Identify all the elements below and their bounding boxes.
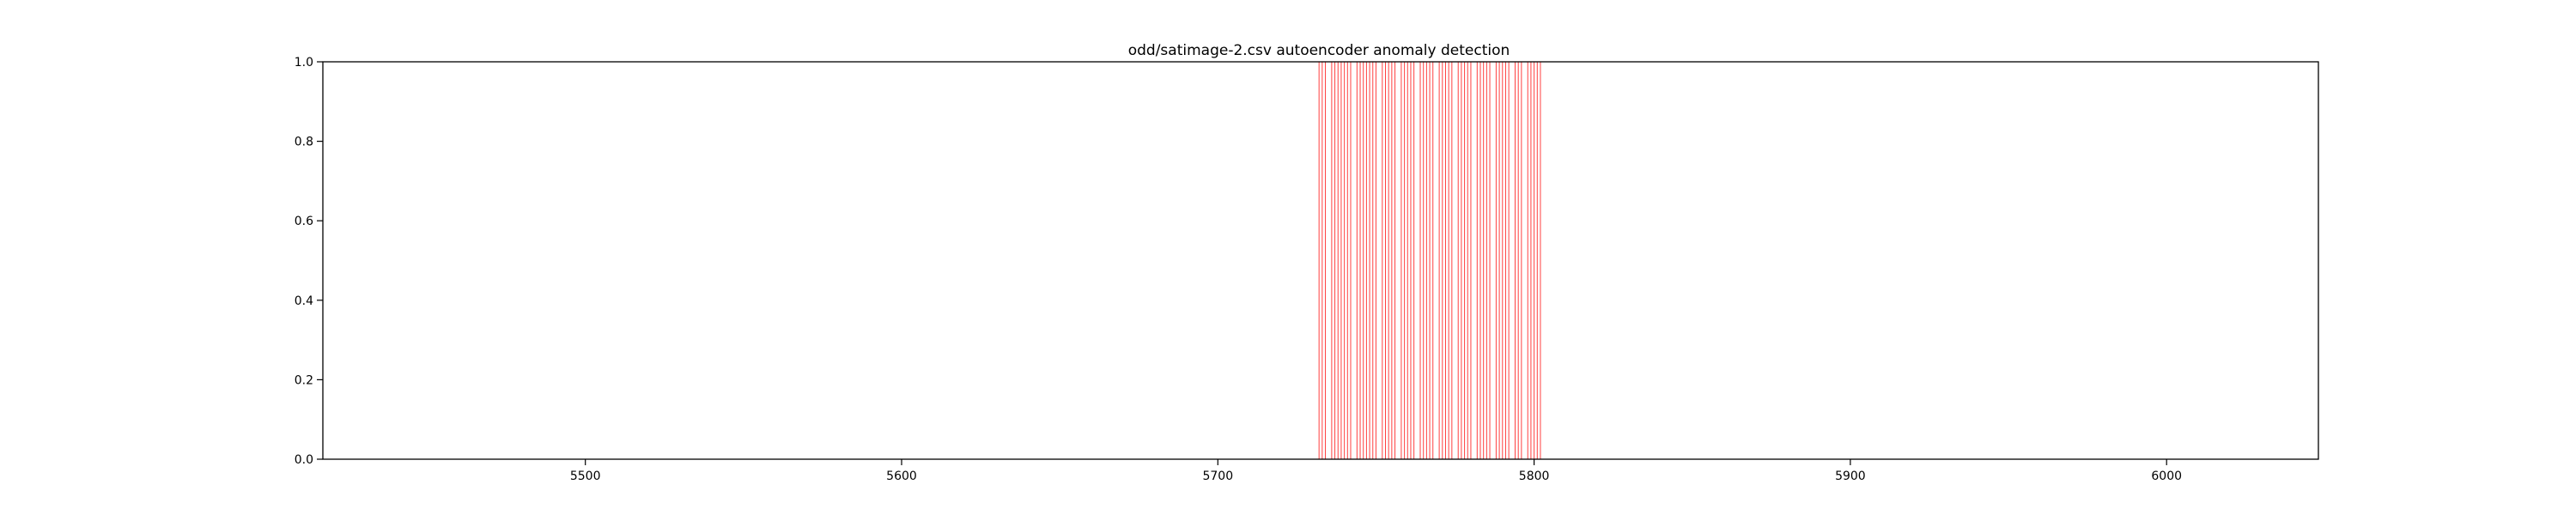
y-tick-label: 0.6	[295, 215, 313, 228]
y-tick-label: 0.2	[295, 373, 313, 387]
anomaly-bars	[1318, 62, 1541, 459]
x-tick-label: 5600	[886, 470, 917, 483]
x-tick-label: 5700	[1202, 470, 1233, 483]
x-tick-label: 6000	[2151, 470, 2182, 483]
x-axis: 5500 5600 5700 5800 5900 6000	[570, 459, 2182, 483]
y-axis: 0.0 0.2 0.4 0.6 0.8 1.0	[295, 56, 323, 467]
y-tick-label: 0.4	[295, 294, 313, 308]
x-tick-label: 5500	[570, 470, 601, 483]
y-tick-label: 0.0	[295, 453, 313, 467]
x-tick-label: 5900	[1835, 470, 1866, 483]
x-tick-label: 5800	[1519, 470, 1550, 483]
plot-frame	[322, 61, 2319, 460]
y-tick-label: 1.0	[295, 56, 313, 70]
chart-title: odd/satimage-2.csv autoencoder anomaly d…	[1128, 42, 1510, 59]
y-tick-label: 0.8	[295, 136, 313, 149]
